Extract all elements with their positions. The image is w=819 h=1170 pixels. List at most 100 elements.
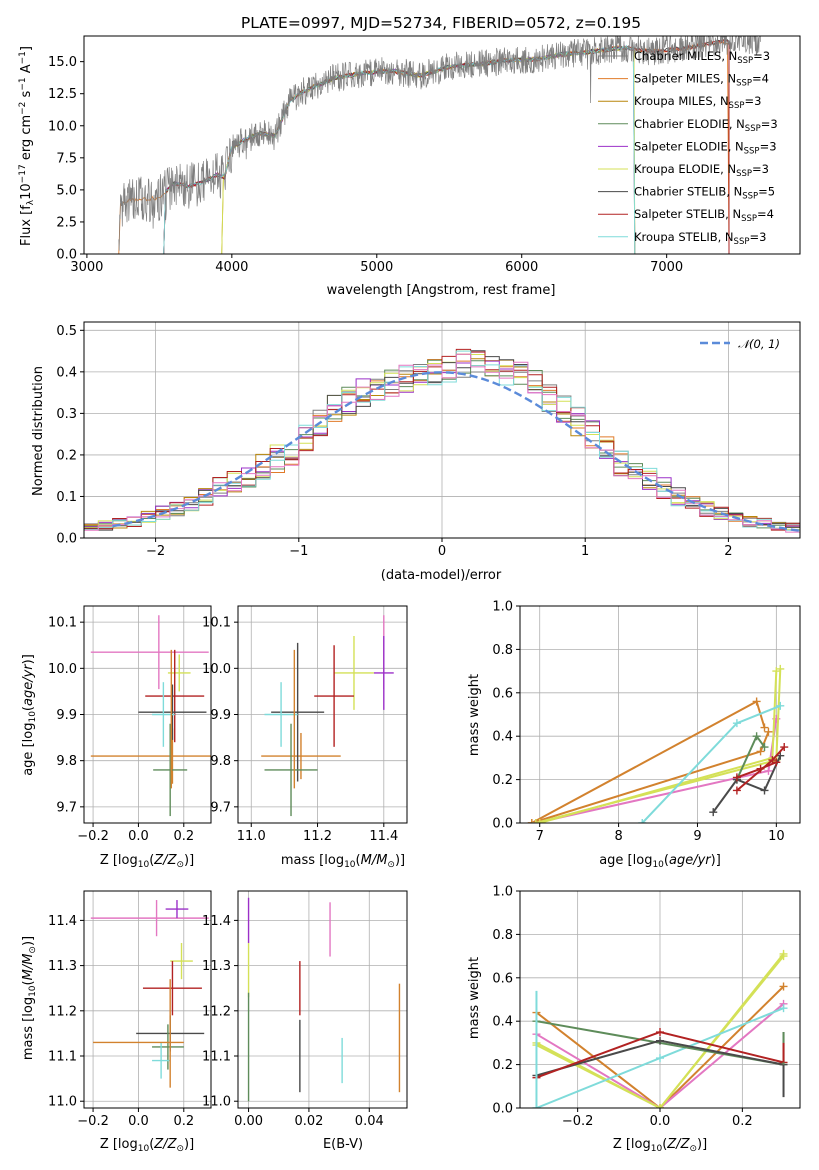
axes-frame: [83, 605, 212, 824]
x-tick-label: 0.0: [650, 1114, 671, 1129]
weight-marker: [732, 773, 741, 782]
y-tick-label: 10.0: [48, 119, 77, 134]
legend-label-suffix: =3: [753, 49, 770, 63]
y-tick-label: 15.0: [48, 55, 77, 70]
x-tick-label: 0.0: [128, 1114, 149, 1129]
legend-label-suffix: =3: [752, 162, 769, 176]
y-tick-label: 0.4: [492, 730, 513, 745]
weight-marker: [772, 758, 781, 767]
weight-marker: [760, 743, 769, 752]
y-tick-label: 11.4: [202, 914, 231, 929]
legend-label: Salpeter ELODIE, NSSP=3: [634, 139, 777, 156]
y-tick-label: 0.1: [56, 490, 77, 505]
legend-label-sub: SSP: [734, 237, 750, 247]
plot-area: [247, 897, 401, 1102]
axes-frame: [237, 605, 408, 824]
gaussian-curve: [112, 371, 800, 532]
plot-area: [84, 348, 800, 533]
x-tick-label: 1: [581, 544, 589, 559]
y-tick-label: 11.2: [48, 1004, 77, 1019]
x-tick-label: 0.2: [732, 1114, 753, 1129]
weight-marker: [760, 786, 769, 795]
axes-frame: [83, 321, 801, 539]
residuals-ylabel: Normed distribution: [31, 366, 46, 496]
y-tick-label: 0.5: [56, 324, 77, 339]
legend-label-suffix: =4: [757, 207, 774, 221]
y-tick-label: 5.0: [56, 183, 77, 198]
y-tick-label: 10.1: [202, 616, 231, 631]
legend-label-sub: SSP: [742, 192, 758, 202]
y-tick-label: 0.4: [56, 365, 77, 380]
x-tick-label: 0.0: [128, 829, 149, 844]
y-tick-label: 11.0: [202, 1095, 231, 1110]
weight-marker: [656, 1028, 664, 1037]
x-tick-label: 11.0: [237, 829, 266, 844]
y-tick-label: 10.0: [202, 662, 231, 677]
y-tick-label: 0.0: [492, 1102, 513, 1117]
y-tick-label: 9.9: [56, 708, 77, 723]
weight-marker: [764, 727, 773, 736]
x-tick-label: 2: [724, 544, 732, 559]
x-tick-label: −0.2: [77, 1114, 109, 1129]
me-xlabel: E(B-V): [323, 1137, 363, 1152]
axes-frame: [519, 605, 801, 824]
legend-label-main: Kroupa MILES, N: [634, 94, 729, 108]
y-tick-label: 11.3: [48, 959, 77, 974]
legend-label-suffix: =3: [749, 230, 766, 244]
legend-label-main: Kroupa STELIB, N: [634, 230, 734, 244]
weight-line: [535, 1003, 785, 1108]
legend-label-main: Chabrier STELIB, N: [634, 185, 742, 199]
grid-lines: [238, 606, 407, 823]
weight-marker: [756, 747, 765, 756]
wage-xlabel: age [log10(age/yr)]: [599, 853, 721, 870]
weight-marker: [779, 1004, 788, 1013]
x-tick-label: −0.2: [562, 1114, 594, 1129]
histogram-line: [84, 348, 800, 531]
age-vs-z-panel: Z [log10(Z/Z⊙)] age [log10(age/yr)] −0.2…: [21, 605, 212, 870]
x-tick-label: 3000: [70, 260, 103, 275]
weight-marker: [527, 819, 536, 823]
mass-vs-ebv-panel: E(B-V) 0.00 0.02 0.04 11.0 11.1 11.2 11.3 11.4: [202, 890, 408, 1152]
legend-label-main: Kroupa ELODIE, N: [634, 162, 736, 176]
y-tick-label: 1.0: [492, 885, 513, 900]
legend-label-sub: SSP: [736, 169, 752, 179]
y-tick-label: 0.8: [492, 643, 513, 658]
weight-marker: [779, 952, 788, 961]
weight-marker: [776, 701, 785, 710]
y-tick-label: 10.1: [48, 616, 77, 631]
legend-label-main: Salpeter ELODIE, N: [634, 139, 744, 153]
legend-label-sub: SSP: [741, 214, 757, 224]
mz-xlabel: Z [log10(Z/Z⊙)]: [100, 1137, 194, 1154]
spectrum-panel: PLATE=0997, MJD=52734, FIBERID=0572, z=0…: [18, 14, 801, 298]
y-tick-label: 0.6: [492, 971, 513, 986]
legend-label-suffix: =3: [744, 94, 761, 108]
x-tick-label: 0: [438, 544, 446, 559]
weight-marker: [779, 982, 788, 991]
y-tick-label: 9.9: [210, 708, 231, 723]
legend-label-sub: SSP: [744, 146, 760, 156]
x-tick-label: 7000: [650, 260, 683, 275]
x-tick-label: −1: [289, 544, 308, 559]
spectrum-xlabel: wavelength [Angstrom, rest frame]: [327, 283, 556, 298]
legend-label: Chabrier ELODIE, NSSP=3: [634, 117, 778, 134]
weight-marker: [780, 743, 789, 752]
legend-label: Salpeter MILES, NSSP=4: [634, 72, 769, 89]
grid-lines: [238, 891, 407, 1108]
data-spectrum-line: [118, 36, 761, 251]
y-tick-label: 11.1: [202, 1050, 231, 1065]
y-tick-label: 0.2: [56, 448, 77, 463]
x-tick-label: 0.04: [355, 1114, 384, 1129]
x-tick-label: 11.2: [303, 829, 332, 844]
y-tick-label: 7.5: [56, 151, 77, 166]
plot-area: [532, 949, 788, 1108]
weight-line: [531, 700, 766, 823]
legend-label: Kroupa ELODIE, NSSP=3: [634, 162, 769, 179]
grid-lines: [84, 891, 211, 1108]
weight-marker: [732, 719, 741, 728]
agez-ylabel: age [log10(age/yr)]: [21, 654, 38, 776]
x-tick-label: −0.2: [77, 829, 109, 844]
y-tick-label: 9.7: [56, 800, 77, 815]
x-tick-label: 6000: [505, 260, 538, 275]
legend-label-sub: SSP: [736, 79, 752, 89]
